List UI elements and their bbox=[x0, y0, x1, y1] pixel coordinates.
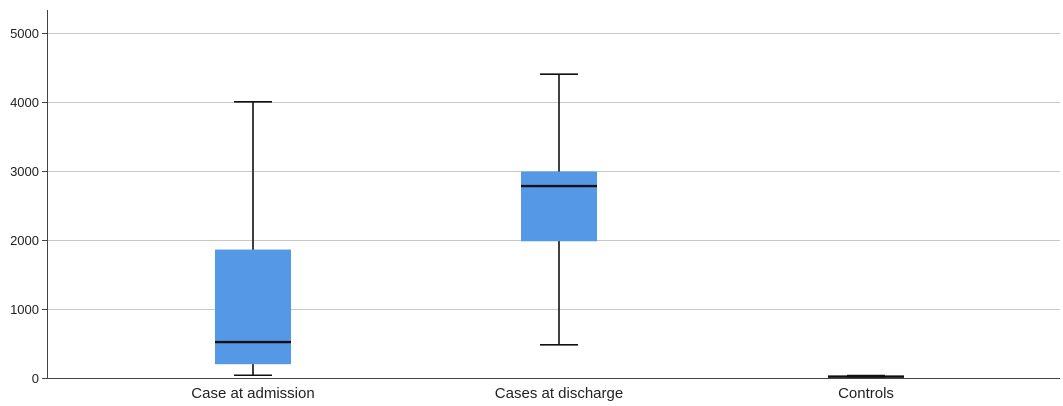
gridlines bbox=[47, 33, 1060, 310]
box-controls bbox=[828, 374, 904, 378]
y-tick-label: 0 bbox=[32, 371, 39, 386]
x-tick-label: Controls bbox=[838, 385, 894, 402]
iqr-box bbox=[521, 171, 597, 242]
boxes bbox=[215, 73, 904, 378]
tick-labels: 0 1000 2000 3000 4000 5000 Case at admission Ca… bbox=[10, 26, 894, 402]
x-tick-label: Case at admission bbox=[191, 385, 314, 402]
y-tick-label: 3000 bbox=[10, 164, 39, 179]
y-tick-label: 2000 bbox=[10, 233, 39, 248]
x-tick-label: Cases at discharge bbox=[495, 385, 623, 402]
axes bbox=[42, 10, 1060, 379]
box-cases-at-discharge bbox=[521, 73, 597, 346]
y-tick-label: 4000 bbox=[10, 95, 39, 110]
y-tick-label: 1000 bbox=[10, 302, 39, 317]
box-case-at-admission bbox=[215, 100, 291, 377]
y-tick-label: 5000 bbox=[10, 26, 39, 41]
iqr-box bbox=[215, 249, 291, 365]
